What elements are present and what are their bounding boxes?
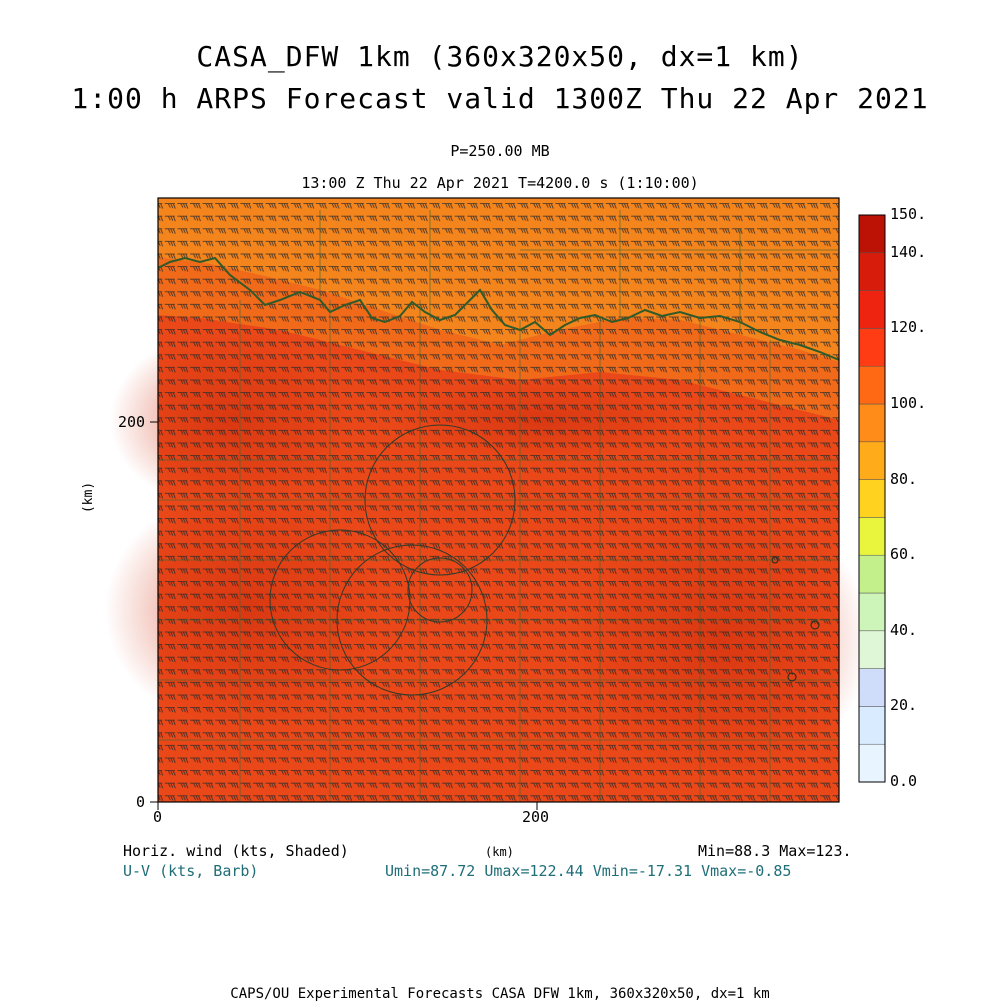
colorbar-tick-label: 60. bbox=[890, 545, 918, 564]
colorbar-tick-label: 40. bbox=[890, 620, 918, 639]
state-border-line bbox=[158, 256, 839, 361]
colorbar-swatch bbox=[858, 517, 886, 556]
map-overlays bbox=[158, 210, 839, 802]
colorbar-tick-label: 80. bbox=[890, 469, 918, 488]
colorbar-swatch bbox=[858, 706, 886, 745]
colorbar-swatch bbox=[858, 328, 886, 367]
colorbar-swatch bbox=[858, 441, 886, 480]
y-tick-label-200: 200 bbox=[118, 413, 146, 431]
colorbar-swatch bbox=[858, 290, 886, 329]
colorbar bbox=[858, 214, 886, 783]
plot-frame bbox=[157, 197, 840, 803]
y-tick-label-0: 0 bbox=[136, 793, 146, 811]
colorbar-swatch bbox=[858, 214, 886, 254]
y-axis-label: (km) bbox=[81, 481, 97, 514]
colorbar-swatch bbox=[858, 630, 886, 669]
colorbar-tick-label: 120. bbox=[890, 318, 927, 337]
colorbar-frame bbox=[858, 214, 886, 783]
variable-label: Horiz. wind (kts, Shaded) bbox=[123, 842, 349, 860]
colorbar-swatch bbox=[858, 252, 886, 291]
colorbar-tick-label: 20. bbox=[890, 696, 918, 715]
county-lines bbox=[158, 210, 839, 802]
colorbar-tick-label: 140. bbox=[890, 242, 927, 261]
colorbar-swatch bbox=[858, 592, 886, 632]
footer-credit: CAPS/OU Experimental Forecasts CASA DFW … bbox=[230, 986, 770, 1002]
barb-label: U-V (kts, Barb) bbox=[123, 862, 259, 880]
colorbar-tick-label: 150. bbox=[890, 205, 927, 223]
colorbar-swatch bbox=[858, 365, 886, 405]
x-tick-label-200: 200 bbox=[522, 808, 550, 826]
colorbar-swatch bbox=[858, 554, 886, 594]
colorbar-swatch bbox=[858, 743, 886, 783]
colorbar-swatch bbox=[858, 668, 886, 707]
chart-title-line2: 1:00 h ARPS Forecast valid 1300Z Thu 22 … bbox=[71, 82, 929, 115]
valid-time-label: 13:00 Z Thu 22 Apr 2021 T=4200.0 s (1:10… bbox=[301, 174, 699, 192]
site-markers bbox=[771, 556, 820, 682]
pressure-level-label: P=250.00 MB bbox=[450, 142, 550, 160]
colorbar-swatch bbox=[858, 403, 886, 443]
colorbar-swatch bbox=[858, 479, 886, 518]
min-max-label: Min=88.3 Max=123. bbox=[698, 842, 852, 860]
x-tick-label-0: 0 bbox=[153, 808, 163, 826]
chart-title-line1: CASA_DFW 1km (360x320x50, dx=1 km) bbox=[196, 40, 804, 73]
x-axis-label: (km) bbox=[485, 845, 514, 859]
radar-range-rings bbox=[269, 424, 516, 696]
uv-min-max-label: Umin=87.72 Umax=122.44 Vmin=-17.31 Vmax=… bbox=[385, 862, 792, 880]
colorbar-tick-label: 0.0 bbox=[890, 772, 918, 790]
colorbar-tick-label: 100. bbox=[890, 394, 927, 412]
